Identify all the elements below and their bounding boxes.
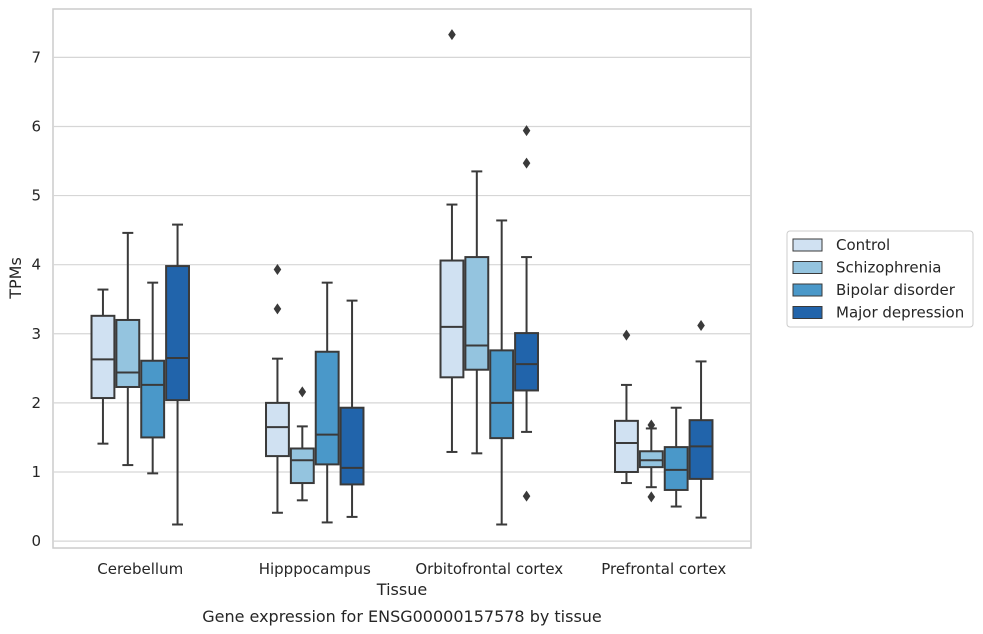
box [439,29,465,453]
box-series [90,29,714,526]
legend-label: Control [836,236,890,254]
box [314,281,340,524]
x-tick-label: Prefrontal cortex [601,560,726,578]
box-iqr [638,450,664,469]
y-tick-label: 6 [31,117,41,135]
outlier-point [522,157,531,169]
box [688,319,714,519]
outlier-point [298,386,307,398]
box-iqr [289,447,315,485]
box [265,264,290,514]
box-iqr [314,350,340,466]
box [165,223,190,526]
y-tick-label: 1 [31,463,41,481]
box-iqr [663,446,689,491]
y-tick-label: 7 [31,48,41,66]
outlier-point [522,490,531,502]
x-axis-label: Tissue [376,580,427,599]
outlier-point [273,303,282,315]
outlier-point [697,319,705,331]
y-tick-label: 4 [31,256,41,274]
box-iqr [115,318,141,388]
x-tick-label: Hipppocampus [259,560,371,578]
legend-swatch [792,283,823,297]
x-tick-labels: Cerebellum Hipppocampus Orbitofrontal cort… [97,560,726,578]
box-iqr [688,419,714,480]
box-iqr [489,349,515,440]
box-iqr [165,265,190,402]
y-tick-labels: 0 1 2 3 4 5 6 7 [31,48,41,550]
figure-caption: Gene expression for ENSG00000157578 by t… [202,607,602,626]
legend-swatch [792,238,823,252]
box-iqr [140,359,166,439]
legend: Control Schizophrenia Bipolar disorder Majo… [786,230,974,328]
y-tick-label: 5 [31,187,41,205]
y-tick-label: 0 [31,532,41,550]
box [90,288,116,445]
box [115,231,141,467]
box [638,419,664,503]
y-tick-label: 3 [31,325,41,343]
legend-label: Schizophrenia [836,259,941,277]
y-tick-label: 2 [31,394,41,412]
outlier-point [448,29,456,41]
box [140,281,166,475]
box [614,329,639,485]
outlier-point [647,419,656,431]
box [663,406,689,508]
box-iqr [514,332,539,392]
legend-label: Bipolar disorder [836,281,956,299]
box [289,386,315,502]
box-iqr [265,401,290,458]
legend-swatch [792,306,823,319]
box-iqr [339,406,365,486]
x-tick-label: Orbitofrontal cortex [415,560,563,578]
box-iqr [614,419,639,473]
outlier-point [522,125,531,137]
box [339,299,365,518]
box [489,219,515,526]
box-iqr [90,314,116,400]
box [514,125,539,502]
legend-label: Major depression [836,304,964,322]
x-tick-label: Cerebellum [97,560,183,578]
legend-swatch [792,261,823,274]
legend-frame [786,230,974,328]
outlier-point [273,264,282,276]
y-axis-label: TPMs [6,257,25,300]
outlier-point [622,329,631,341]
box-iqr [439,259,465,379]
box [464,170,490,455]
outlier-point [647,491,656,503]
box-iqr [464,256,490,371]
